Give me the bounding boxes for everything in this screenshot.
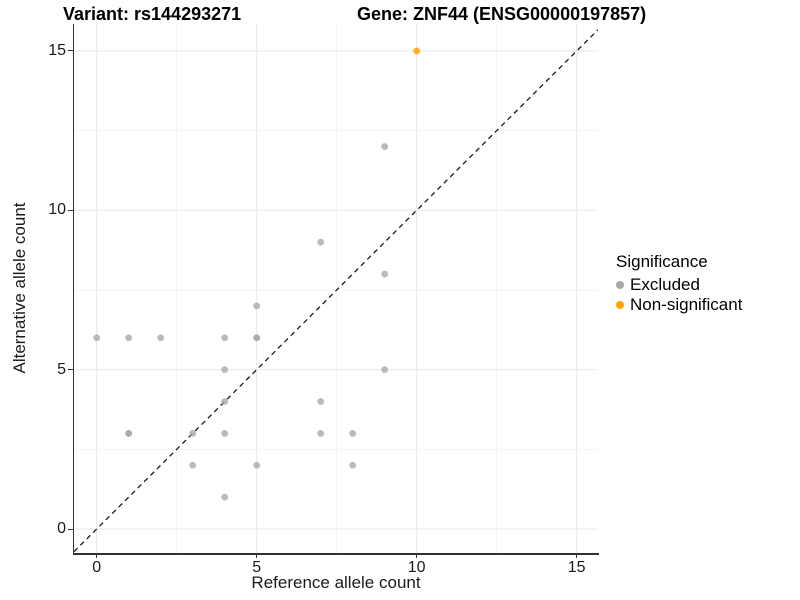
y-tick-mark <box>68 209 73 211</box>
y-tick-mark <box>68 50 73 52</box>
gene-title: Gene: ZNF44 (ENSG00000197857) <box>357 4 647 24</box>
data-point-excluded <box>317 398 325 405</box>
x-tick-label: 5 <box>252 559 262 576</box>
data-point-excluded <box>221 429 229 437</box>
x-tick-label: 10 <box>407 559 426 576</box>
legend-dot-icon <box>616 281 624 289</box>
x-tick-label: 15 <box>567 559 586 576</box>
variant-title: Variant: rs144293271 <box>63 4 242 24</box>
y-tick-label: 15 <box>48 41 66 59</box>
y-axis-line <box>72 24 74 554</box>
data-point-excluded <box>349 461 357 469</box>
data-point-excluded <box>189 429 197 437</box>
identity-line <box>74 29 598 553</box>
data-point-excluded <box>189 461 197 469</box>
data-point-excluded <box>317 238 325 246</box>
data-point-excluded <box>381 366 389 374</box>
y-tick-label: 5 <box>57 360 66 378</box>
data-point-excluded <box>93 334 101 342</box>
data-point-overplot <box>125 429 133 437</box>
x-tick-mark <box>416 553 418 558</box>
legend: Significance Excluded Non-significant <box>616 252 742 315</box>
legend-item: Excluded <box>616 275 742 295</box>
legend-item-label: Excluded <box>630 275 700 294</box>
legend-items: Excluded Non-significant <box>616 275 742 315</box>
data-point-excluded <box>221 493 229 501</box>
data-point-excluded <box>317 429 325 437</box>
data-point-excluded <box>253 461 261 469</box>
x-axis-line <box>72 553 599 555</box>
y-tick-mark <box>68 369 73 371</box>
data-point-excluded <box>221 398 229 405</box>
x-tick-label: 0 <box>92 559 102 576</box>
legend-item-label: Non-significant <box>630 295 743 314</box>
x-axis-title: Reference allele count <box>251 573 421 592</box>
y-axis-title: Alternative allele count <box>10 202 29 374</box>
data-point-excluded <box>221 334 229 342</box>
data-point-excluded <box>125 334 133 342</box>
data-point-excluded <box>381 143 389 150</box>
y-tick-label: 10 <box>48 201 66 219</box>
x-tick-mark <box>96 553 98 558</box>
data-point-excluded <box>253 302 261 310</box>
y-tick-mark <box>68 528 73 530</box>
legend-dot-icon <box>616 301 624 309</box>
data-point-excluded <box>349 429 357 437</box>
x-tick-mark <box>256 553 258 558</box>
data-point-non-significant <box>413 47 421 55</box>
legend-title: Significance <box>616 252 708 271</box>
y-tick-label: 0 <box>57 520 66 537</box>
data-point-excluded <box>221 366 229 374</box>
x-tick-mark <box>576 553 578 558</box>
data-point-excluded <box>381 270 389 278</box>
legend-item: Non-significant <box>616 295 742 315</box>
plot-panel <box>74 24 598 553</box>
data-point-overplot <box>253 334 261 342</box>
data-point-excluded <box>157 334 165 342</box>
